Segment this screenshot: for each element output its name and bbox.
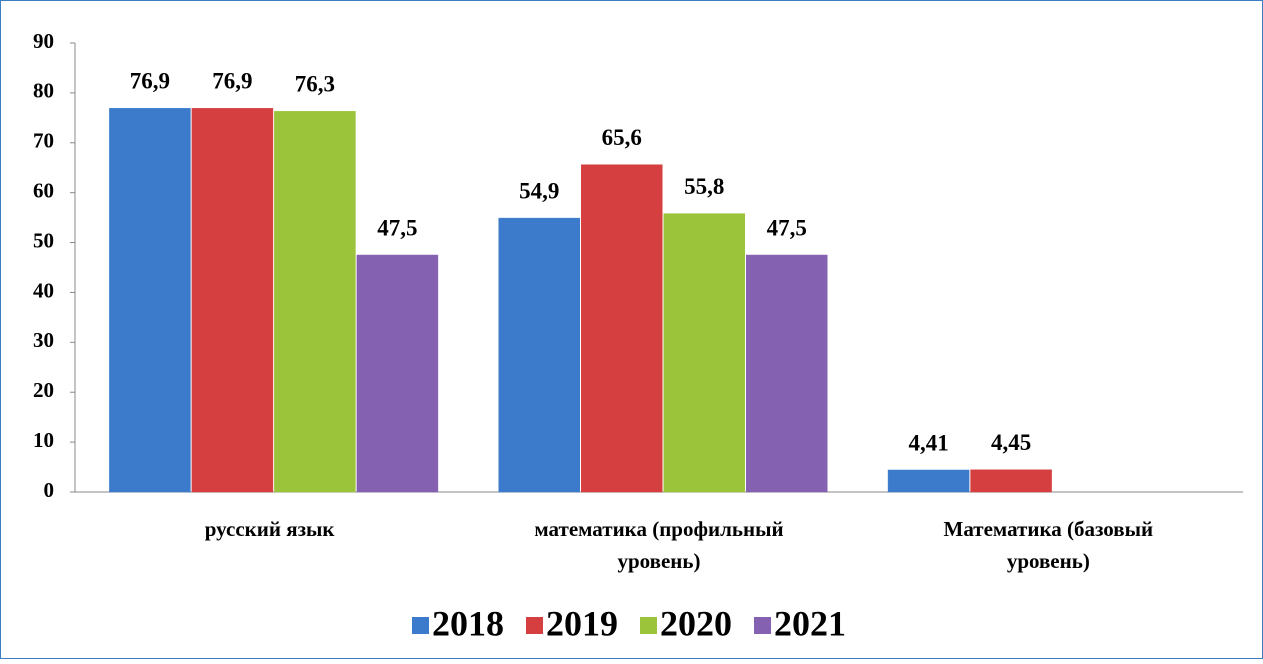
legend-swatch [754, 617, 771, 634]
bar [663, 213, 745, 493]
value-label: 47,5 [377, 215, 417, 240]
value-label: 76,9 [212, 69, 252, 94]
bar [356, 254, 439, 493]
bar [109, 108, 191, 493]
y-tick-label: 20 [33, 378, 54, 402]
y-tick-label: 10 [33, 428, 54, 452]
y-tick-label: 40 [33, 278, 54, 302]
value-label: 55,8 [684, 174, 724, 199]
legend-swatch [412, 617, 429, 634]
bar [970, 469, 1052, 493]
value-label: 47,5 [767, 215, 807, 240]
bar [274, 111, 356, 493]
y-tick-label: 30 [33, 328, 54, 352]
value-label: 54,9 [519, 178, 559, 203]
value-label: 65,6 [602, 125, 642, 150]
value-label: 76,9 [130, 69, 170, 94]
y-tick-label: 70 [33, 129, 54, 153]
value-label: 4,41 [908, 430, 948, 455]
y-tick-label: 80 [33, 79, 54, 103]
legend-swatch [640, 617, 657, 634]
legend-label: 2020 [660, 603, 732, 643]
value-label: 4,45 [991, 430, 1031, 455]
y-tick-label: 90 [33, 29, 54, 53]
value-label: 76,3 [295, 72, 335, 97]
y-tick-label: 60 [33, 178, 54, 202]
bar [887, 469, 970, 493]
x-tick-label: русский язык [205, 517, 336, 541]
legend-label: 2021 [774, 603, 846, 643]
legend-label: 2018 [432, 603, 504, 643]
bar [191, 108, 274, 493]
legend-swatch [526, 617, 543, 634]
x-tick-label: математика (профильный уровень) [534, 517, 783, 573]
x-tick-label: Математика (базовый уровень) [944, 517, 1154, 573]
y-tick-label: 50 [33, 228, 54, 252]
legend-label: 2019 [546, 603, 618, 643]
bar [746, 254, 828, 493]
y-tick-label: 0 [44, 478, 55, 502]
bar [498, 217, 580, 493]
bar [581, 164, 663, 493]
